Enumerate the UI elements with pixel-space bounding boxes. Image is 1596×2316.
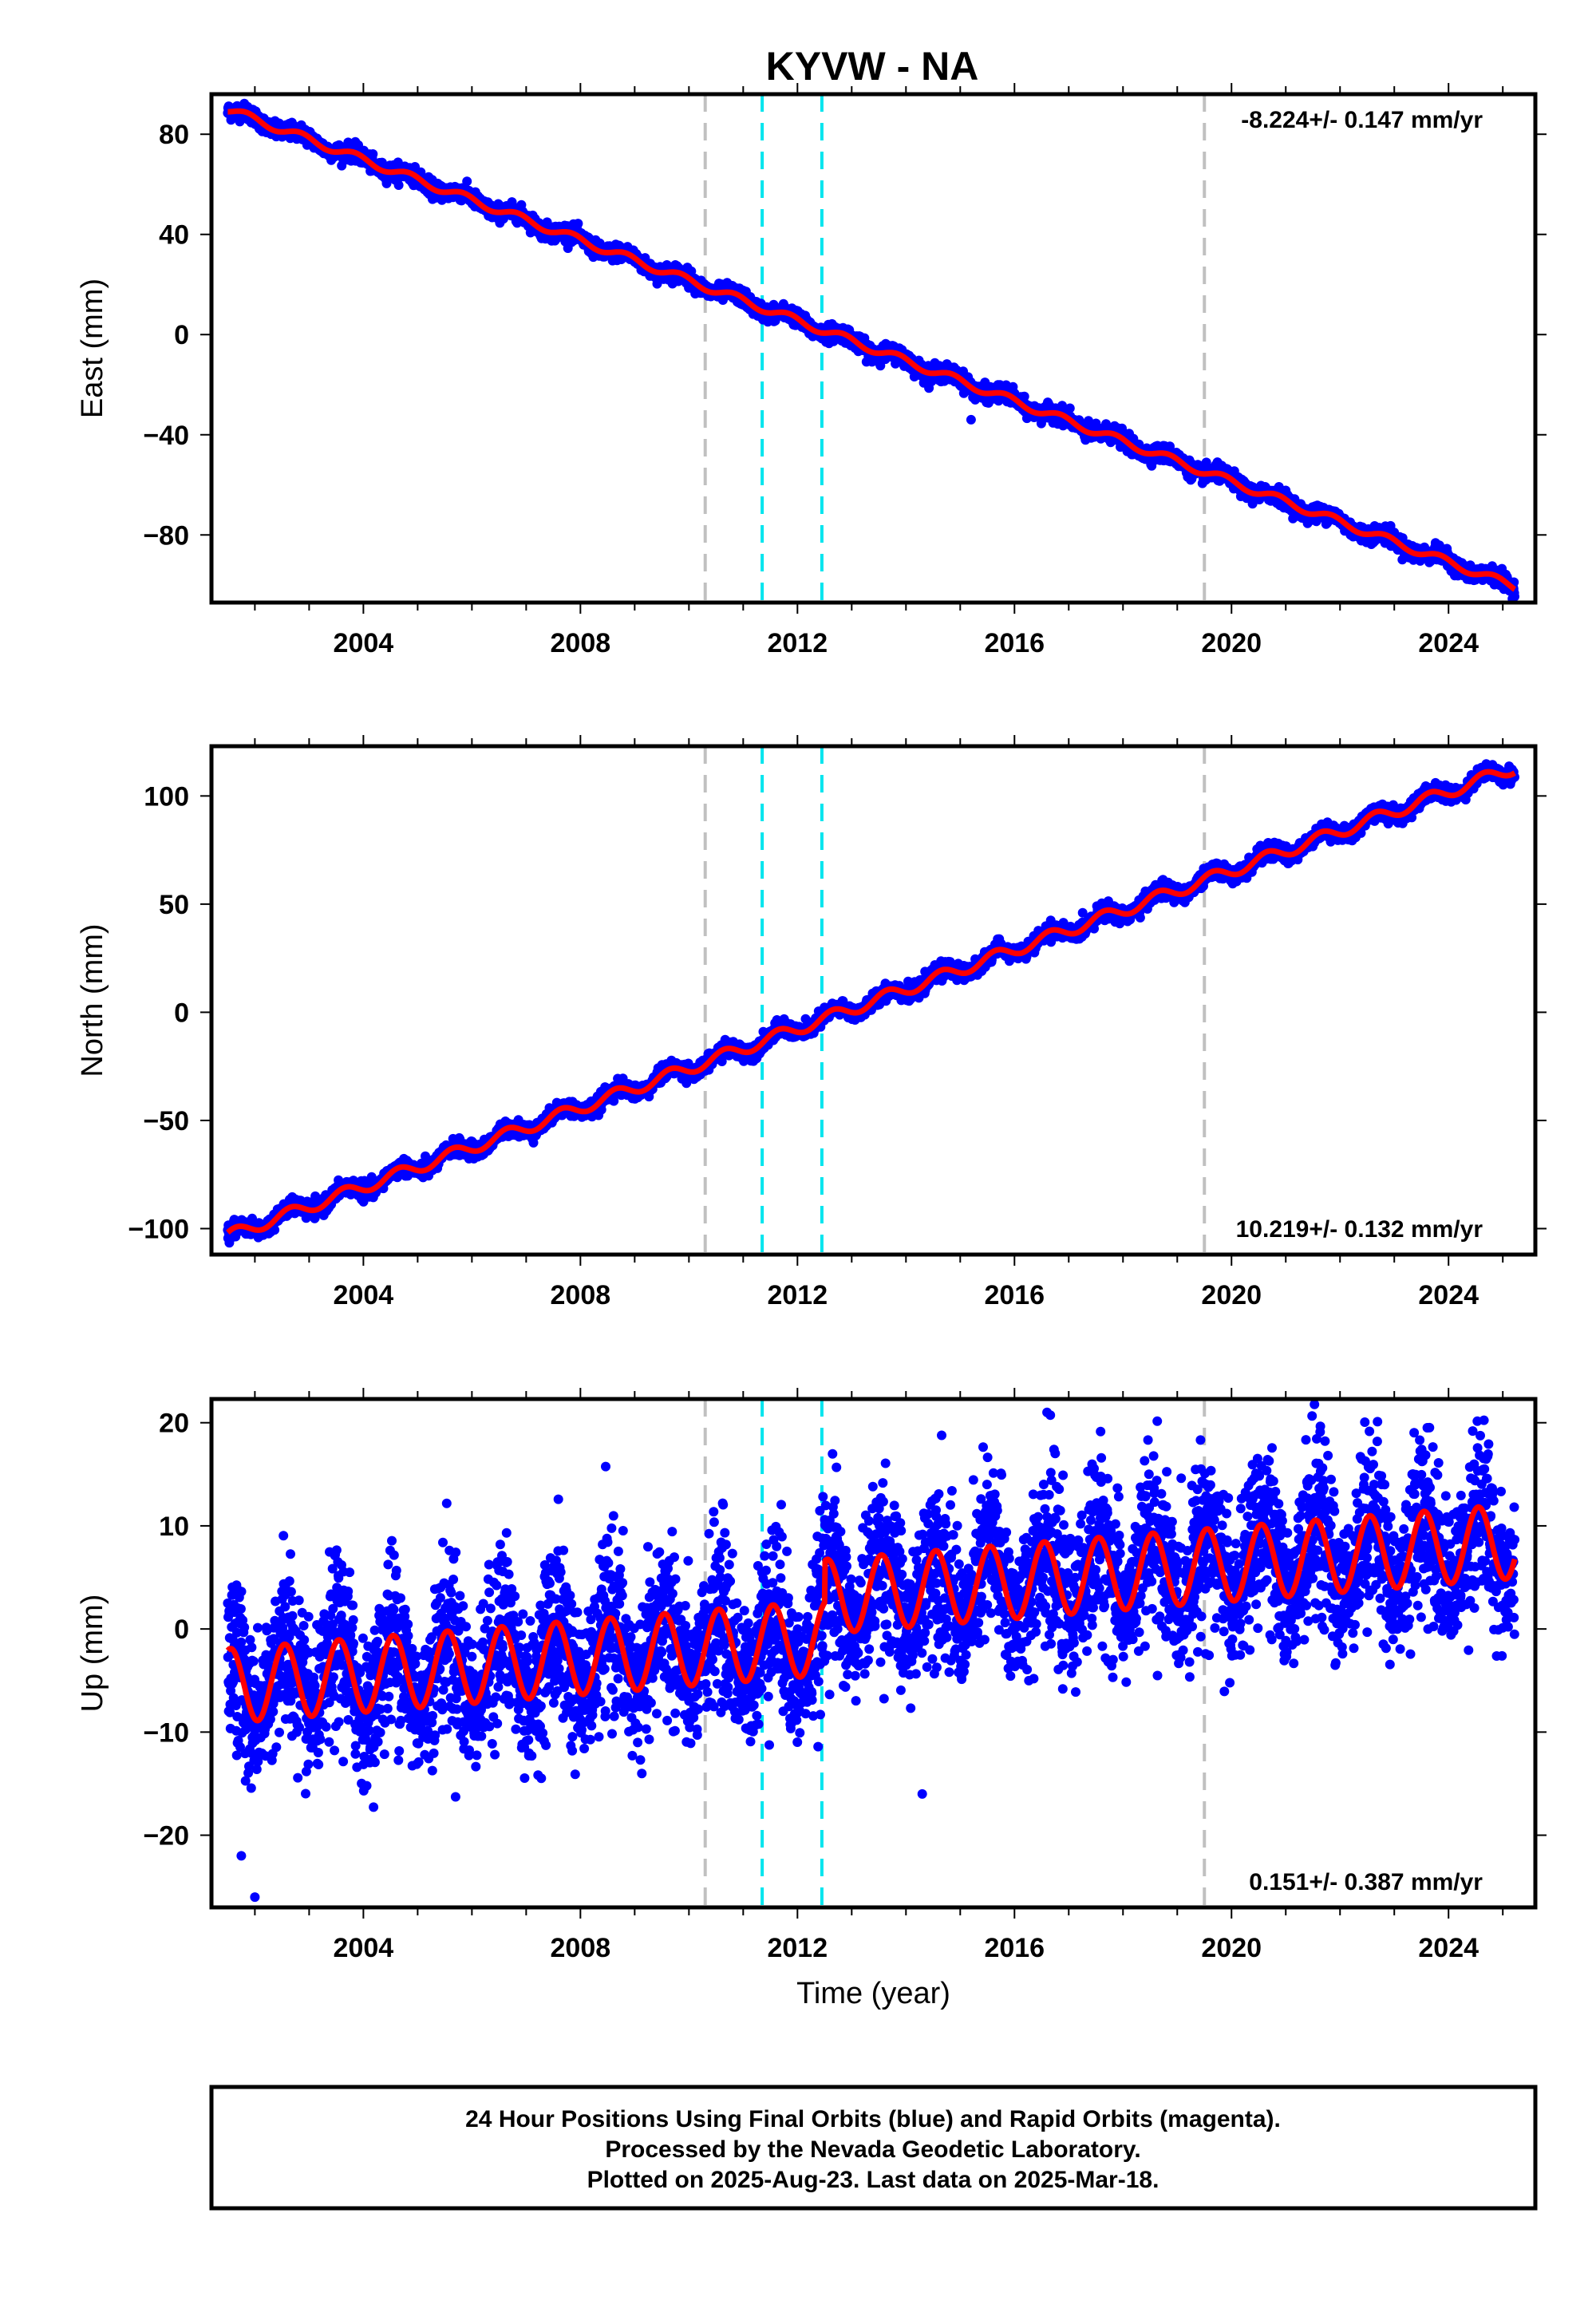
east-data-point: [462, 176, 472, 187]
east-y-axis-label: East (mm): [76, 279, 109, 418]
east-data-point: [1510, 591, 1519, 602]
east-x-tick-label: 2016: [984, 628, 1045, 658]
east-outlier-point: [966, 414, 976, 425]
figure-title: KYVW - NA: [766, 44, 979, 89]
east-data-point: [573, 219, 583, 229]
north-plot-area: [223, 746, 1519, 1255]
east-y-tick-label: 40: [159, 220, 189, 251]
north-panel: 2004 2008 2012 2016 2020 2024100500−50−100Nor…: [76, 735, 1547, 1310]
east-x-tick-label: 2012: [767, 628, 828, 658]
east-data-point: [393, 180, 404, 190]
east-y-tick-label: −80: [143, 520, 189, 551]
east-y-tick-label: 80: [159, 120, 189, 150]
east-rate-label: -8.224+/- 0.147 mm/yr: [1241, 107, 1483, 133]
east-data-point: [368, 149, 378, 159]
east-panel: 2004 2008 2012 2016 2020 2024 80 40 0 −40 −80 East …: [76, 83, 1547, 658]
east-x-tick-label: 2008: [551, 628, 611, 658]
east-y-tick-label: 0: [174, 320, 189, 350]
east-x-tick-label: 2004: [334, 628, 394, 658]
east-x-tick-label: 2024: [1418, 628, 1479, 658]
east-plot-area: [223, 94, 1519, 603]
east-y-tick-label: −40: [143, 421, 189, 451]
east-x-tick-label: 2020: [1201, 628, 1262, 658]
